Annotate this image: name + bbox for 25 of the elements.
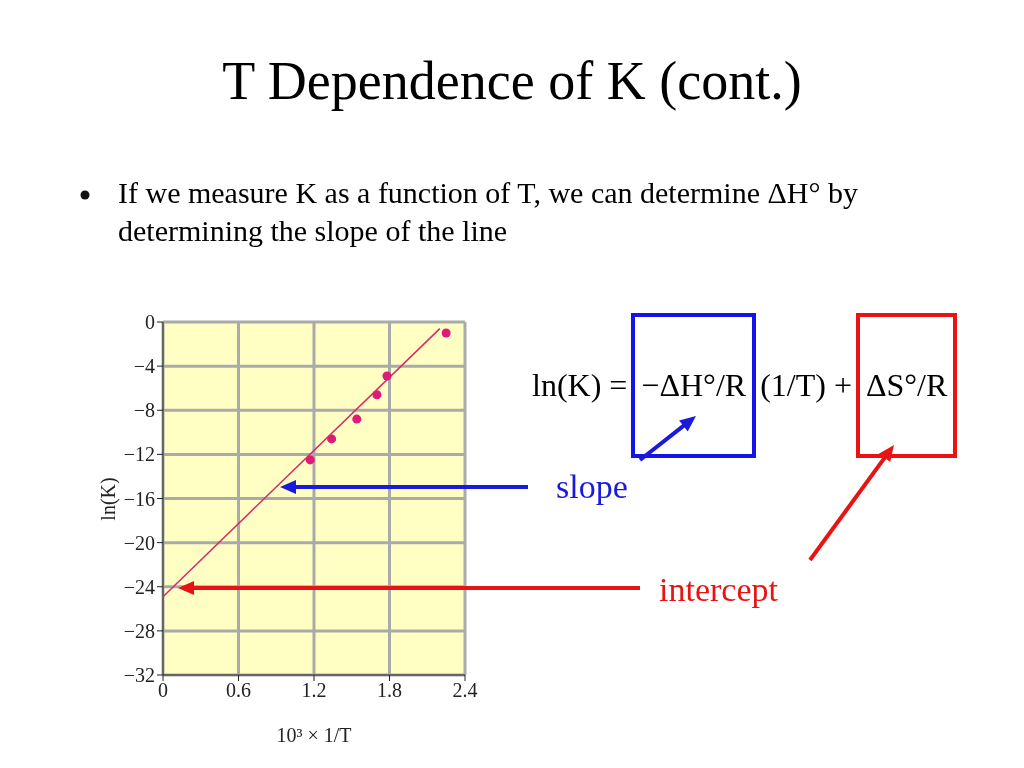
x-tick-label: 0.6 (226, 679, 251, 702)
x-axis-title: 10³ × 1/T (276, 724, 352, 746)
text: ln(K) = (532, 366, 628, 403)
y-tick-label: −8 (133, 399, 155, 422)
text: −ΔH°/R (641, 366, 747, 403)
y-tick-label: −12 (123, 443, 155, 466)
text: (1/T) + (760, 366, 852, 403)
x-tick-label: 2.4 (452, 679, 478, 702)
y-axis-title: ln(K) (97, 476, 119, 521)
chart-subtitle: If we measure K as a function of T, we can determine ΔH° by determining the slope of the line (118, 176, 858, 247)
point (352, 414, 362, 424)
x-tick-label: 1.2 (301, 679, 327, 702)
y-tick-label: −16 (123, 487, 155, 510)
y-tick-label: −24 (123, 575, 155, 598)
text: ΔS°/R (865, 366, 948, 403)
y-tick-label: −32 (123, 664, 155, 687)
chart-title: T Dependence of K (cont.) (222, 51, 802, 111)
x-tick-label: 1.8 (377, 679, 402, 702)
y-tick-label: −4 (133, 355, 155, 378)
point (441, 328, 451, 338)
y-tick-label: 0 (145, 311, 155, 334)
y-tick-label: −20 (123, 531, 155, 554)
text: intercept (659, 571, 778, 608)
text: slope (556, 468, 628, 505)
y-tick-label: −28 (123, 619, 155, 642)
